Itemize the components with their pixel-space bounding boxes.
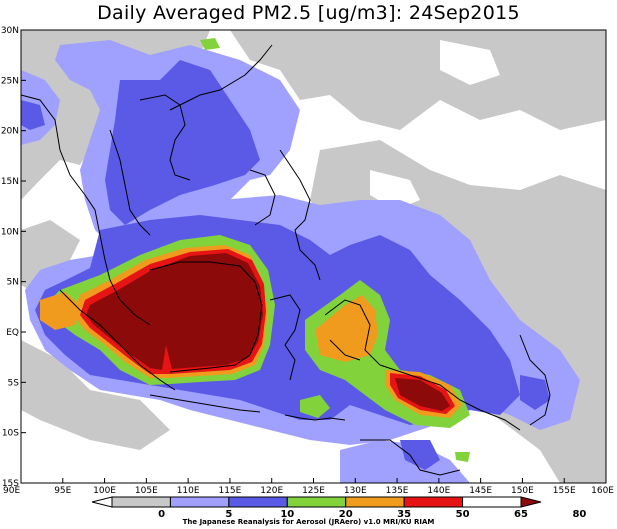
colorbar-label: 35 xyxy=(397,509,411,520)
colorbar-swatch xyxy=(111,496,171,508)
colorbar-label: 20 xyxy=(339,509,353,520)
colorbar-swatch xyxy=(169,496,230,508)
map-title: Daily Averaged PM2.5 [ug/m3]: 24Sep2015 xyxy=(97,2,520,24)
longitude-ticks: 90E 95E 100E 105E 110E 115E 120E 125E 130E 135E 14… xyxy=(3,478,614,496)
lon-tick-label: 115E xyxy=(218,486,241,496)
latitude-ticks: 30N 25N 20N 15N 10N 5N EQ 5S 10S 15S xyxy=(1,26,26,489)
lon-tick-label: 145E xyxy=(469,486,492,496)
lon-tick-label: 150E xyxy=(511,486,534,496)
colorbar-label: 65 xyxy=(514,509,528,520)
lat-tick-label: 30N xyxy=(1,26,19,36)
colorbar: 0 5 10 20 35 50 65 80 xyxy=(91,496,586,520)
lat-tick-label: 15N xyxy=(1,177,19,187)
colorbar-label: 0 xyxy=(158,509,165,520)
lon-tick-label: 130E xyxy=(344,486,367,496)
lon-tick-label: 120E xyxy=(260,486,283,496)
lat-tick-label: 15S xyxy=(2,479,19,489)
colorbar-swatch xyxy=(462,496,522,508)
lat-tick-label: 10S xyxy=(2,429,19,439)
lon-tick-label: 105E xyxy=(135,486,158,496)
lat-tick-label: 5S xyxy=(8,378,20,388)
lon-tick-label: 95E xyxy=(54,486,71,496)
colorbar-left-arrow xyxy=(91,496,113,508)
lat-tick-label: 5N xyxy=(7,278,19,288)
colorbar-labels: 0 5 10 20 35 50 65 80 xyxy=(158,509,586,520)
colorbar-swatch xyxy=(403,496,464,508)
lat-tick-label: 10N xyxy=(1,227,19,237)
lon-tick-label: 110E xyxy=(177,486,200,496)
lon-tick-label: 160E xyxy=(591,486,614,496)
lon-tick-label: 100E xyxy=(93,486,116,496)
colorbar-swatch xyxy=(228,496,288,508)
lon-tick-label: 125E xyxy=(302,486,325,496)
lat-tick-label: EQ xyxy=(6,328,19,338)
lon-tick-label: 155E xyxy=(553,486,576,496)
lon-tick-label: 140E xyxy=(427,486,450,496)
concentration-field xyxy=(21,30,606,483)
colorbar-label: 50 xyxy=(456,509,470,520)
lon-tick-label: 90E xyxy=(3,486,20,496)
level-80-plus-areas xyxy=(86,253,450,411)
colorbar-swatch xyxy=(345,496,405,508)
colorbar-swatches xyxy=(111,496,522,508)
lat-tick-label: 20N xyxy=(1,127,19,137)
colorbar-right-arrow xyxy=(520,496,542,508)
lat-tick-label: 25N xyxy=(1,76,19,86)
colorbar-label: 80 xyxy=(572,509,586,520)
lon-tick-label: 135E xyxy=(386,486,409,496)
colorbar-label: 10 xyxy=(280,509,294,520)
data-credit: The Japanese Reanalysis for Aerosol (JRA… xyxy=(182,518,435,526)
colorbar-label: 5 xyxy=(225,509,232,520)
colorbar-swatch xyxy=(286,496,347,508)
coastlines xyxy=(20,44,551,476)
